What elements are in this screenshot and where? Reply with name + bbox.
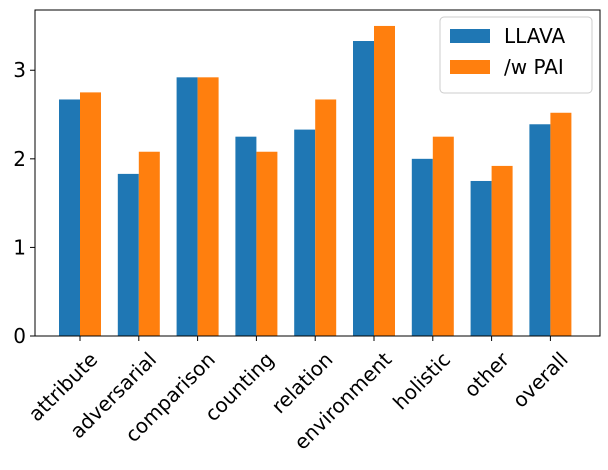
- bar-llava-counting: [235, 136, 257, 336]
- bar-llava-holistic: [411, 158, 433, 336]
- legend: LLAVA/w PAI: [439, 16, 593, 94]
- y-tick-label-1: 1: [13, 235, 26, 259]
- bar-llava-adversarial: [117, 173, 139, 336]
- bar-w-pai-relation: [315, 99, 337, 336]
- bar-llava-environment: [353, 41, 374, 337]
- bar-llava-attribute: [59, 99, 80, 336]
- bar-w-pai-adversarial: [138, 151, 160, 336]
- y-tick-label-0: 0: [13, 324, 26, 348]
- bar-llava-other: [470, 180, 492, 336]
- bar-w-pai-holistic: [432, 136, 454, 336]
- legend-swatch-llava: [450, 29, 490, 43]
- bar-w-pai-environment: [374, 25, 395, 337]
- y-tick-label-3: 3: [13, 58, 26, 82]
- y-axis: 0 1 2 3: [13, 58, 35, 348]
- bars-group: [59, 25, 572, 337]
- legend-label-llava: LLAVA: [504, 24, 566, 48]
- bar-llava-overall: [529, 124, 551, 336]
- bar-w-pai-comparison: [197, 77, 219, 337]
- bar-w-pai-other: [491, 165, 513, 336]
- legend-label-w-pai: /w PAI: [504, 55, 564, 79]
- bar-llava-relation: [294, 129, 316, 336]
- bar-w-pai-overall: [550, 112, 572, 337]
- bar-llava-comparison: [176, 77, 198, 337]
- bar-w-pai-counting: [256, 151, 278, 336]
- bar-w-pai-attribute: [80, 92, 101, 337]
- plot-frame: [34, 9, 601, 337]
- y-tick-label-2: 2: [13, 147, 26, 171]
- legend-swatch-w-pai: [450, 60, 490, 74]
